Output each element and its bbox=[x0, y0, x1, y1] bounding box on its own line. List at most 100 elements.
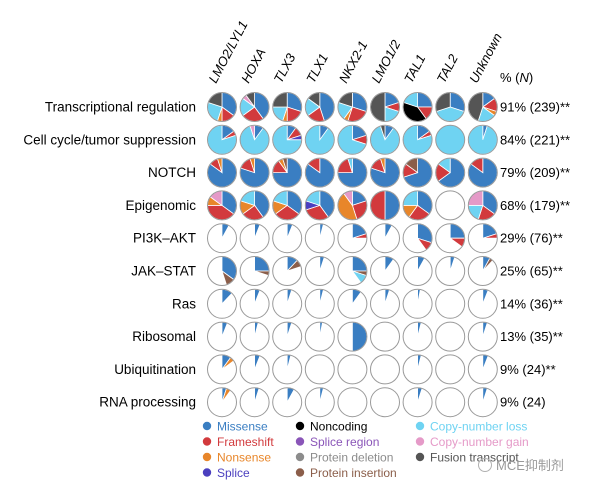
pie-slice bbox=[435, 125, 465, 155]
row-percent: 29% (76)** bbox=[500, 231, 563, 246]
legend-label: Frameshift bbox=[217, 435, 274, 449]
pie-outline bbox=[304, 157, 335, 188]
pie-outline bbox=[435, 256, 466, 286]
pie-outline bbox=[337, 288, 368, 319]
pie-slice bbox=[319, 321, 323, 337]
legend-label: Noncoding bbox=[310, 419, 367, 433]
pie-outline bbox=[467, 321, 498, 352]
pie-slice bbox=[254, 270, 270, 276]
legend-swatch bbox=[415, 452, 425, 462]
pie-outline bbox=[402, 124, 433, 155]
pie-outline bbox=[304, 354, 335, 385]
pie-outline bbox=[272, 321, 303, 352]
legend-swatch bbox=[295, 452, 305, 462]
pie-slice bbox=[417, 354, 422, 370]
row-label: RNA processing bbox=[99, 395, 196, 410]
pie-outline bbox=[337, 92, 368, 122]
column-header: LMO1/2 bbox=[368, 37, 403, 86]
pie-outline bbox=[337, 124, 368, 155]
row-label: JAK–STAT bbox=[131, 264, 196, 279]
pie-outline bbox=[435, 92, 466, 122]
pie-outline bbox=[304, 124, 335, 155]
pie-outline bbox=[272, 92, 303, 122]
pie-slice bbox=[254, 223, 261, 239]
pie-outline bbox=[239, 321, 270, 352]
pie-outline bbox=[337, 157, 368, 188]
pie-slice bbox=[254, 321, 259, 337]
pie-outline bbox=[402, 256, 433, 286]
pie-outline bbox=[207, 354, 237, 385]
pie-outline bbox=[304, 387, 335, 418]
pie-outline bbox=[337, 387, 368, 418]
row-label: PI3K–AKT bbox=[133, 231, 196, 246]
pie-outline bbox=[239, 190, 270, 221]
row-percent: 14% (36)** bbox=[500, 296, 563, 311]
pie-slice bbox=[319, 288, 324, 304]
pie-outline bbox=[207, 256, 237, 286]
pie-outline bbox=[304, 256, 335, 286]
pie-outline bbox=[239, 354, 270, 385]
pie-outline bbox=[402, 288, 433, 319]
legend-swatch bbox=[415, 421, 425, 431]
pie-slice bbox=[482, 321, 488, 337]
legend-swatch bbox=[415, 437, 425, 446]
pie-outline bbox=[207, 92, 237, 122]
pie-slice bbox=[384, 190, 400, 221]
row-label: Ubiquitination bbox=[114, 362, 196, 377]
pie-slice bbox=[319, 256, 325, 272]
pie-outline bbox=[370, 92, 400, 122]
pie-outline bbox=[402, 354, 433, 385]
pie-slice bbox=[286, 288, 293, 304]
row-percent: 9% (24)** bbox=[500, 362, 556, 377]
pie-outline bbox=[207, 288, 237, 319]
pie-outline bbox=[467, 256, 498, 286]
pie-outline bbox=[370, 354, 400, 385]
pie-outline bbox=[337, 190, 368, 221]
pie-outline bbox=[304, 223, 335, 254]
pie-slice bbox=[221, 223, 230, 239]
pie-slice bbox=[417, 321, 422, 337]
pie-slice bbox=[221, 321, 228, 337]
pie-outline bbox=[304, 190, 335, 221]
pie-outline bbox=[337, 321, 368, 352]
pie-outline bbox=[272, 354, 303, 385]
row-percent: 13% (35)** bbox=[500, 329, 563, 344]
legend-swatch bbox=[202, 452, 212, 462]
pie-outline bbox=[402, 190, 433, 221]
legend-label: Missense bbox=[217, 419, 268, 433]
pie-slice bbox=[482, 387, 488, 403]
row-label: Epigenomic bbox=[125, 198, 196, 213]
pie-slice bbox=[254, 288, 261, 304]
pie-slice bbox=[482, 288, 489, 304]
row-percent: 68% (179)** bbox=[500, 198, 570, 213]
row-label: Ribosomal bbox=[132, 329, 196, 344]
pie-outline bbox=[239, 92, 270, 122]
pie-outline bbox=[467, 387, 498, 418]
pie-outline bbox=[370, 387, 400, 418]
pie-outline bbox=[402, 223, 433, 254]
row-label: Cell cycle/tumor suppression bbox=[23, 132, 196, 147]
legend-swatch bbox=[295, 468, 305, 477]
pie-outline bbox=[370, 223, 400, 254]
pie-outline bbox=[402, 92, 433, 122]
legend-swatch bbox=[202, 468, 212, 477]
pie-slice bbox=[384, 223, 393, 239]
row-percent: 25% (65)** bbox=[500, 264, 563, 279]
pie-slice bbox=[417, 288, 421, 304]
pie-slice bbox=[286, 387, 295, 403]
pie-slice bbox=[352, 321, 368, 352]
legend-swatch bbox=[295, 437, 305, 446]
row-percent: 79% (209)** bbox=[500, 165, 570, 180]
legend-label: Copy-number loss bbox=[430, 419, 527, 433]
pie-outline bbox=[337, 223, 368, 254]
pie-outline bbox=[239, 157, 270, 188]
pie-outline bbox=[370, 157, 400, 188]
pie-outline bbox=[435, 124, 466, 155]
pie-outline bbox=[239, 256, 270, 286]
pie-outline bbox=[467, 157, 498, 188]
column-header: HOXA bbox=[238, 46, 269, 86]
pie-outline bbox=[370, 321, 400, 352]
row-label: NOTCH bbox=[148, 165, 196, 180]
pie-slice bbox=[370, 190, 386, 221]
pie-outline bbox=[370, 190, 400, 221]
